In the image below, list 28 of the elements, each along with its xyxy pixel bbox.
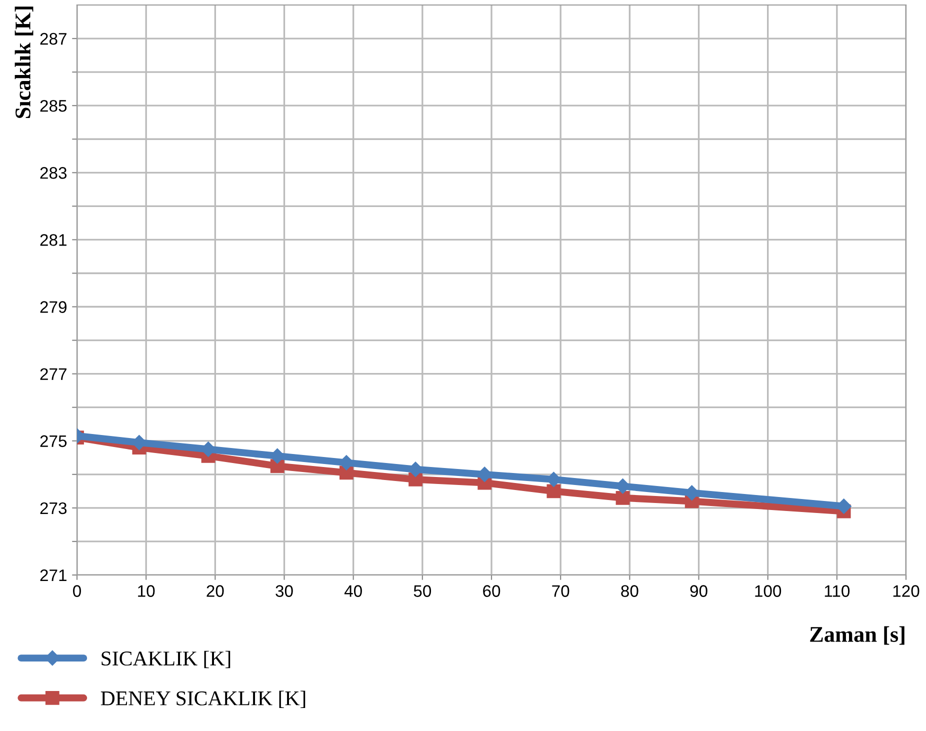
y-tick-label: 277 <box>40 368 66 380</box>
x-tick-label: 80 <box>621 585 638 597</box>
point <box>616 490 630 505</box>
x-tick-label: 120 <box>893 585 920 597</box>
x-tick-label: 90 <box>690 585 708 597</box>
y-axis-title: Sıcaklık [K] <box>14 6 34 118</box>
legend-label: DENEY SICAKLIK [K] <box>100 690 306 708</box>
x-tick-label: 10 <box>138 585 155 597</box>
y-tick-label: 273 <box>40 502 67 514</box>
y-tick-label: 279 <box>40 301 66 313</box>
x-tick-label: 20 <box>206 585 224 597</box>
y-tick-label: 275 <box>40 435 67 448</box>
y-tick-label: 285 <box>40 100 67 112</box>
x-tick-label: 60 <box>483 585 500 597</box>
x-tick-label: 100 <box>755 585 782 597</box>
x-tick-label: 70 <box>552 585 570 597</box>
x-tick-label: 0 <box>73 585 81 597</box>
y-tick-label: 287 <box>40 32 66 45</box>
legend-label: SICAKLIK [K] <box>102 650 230 668</box>
y-tick-label: 281 <box>40 234 66 246</box>
x-tick-label: 50 <box>414 585 432 597</box>
x-tick-label: 40 <box>344 585 362 597</box>
y-tick-label: 271 <box>40 569 66 582</box>
x-tick-label: 110 <box>824 585 850 597</box>
x-axis-title: Zaman [s] <box>810 626 904 645</box>
point <box>546 484 561 498</box>
y-tick-label: 283 <box>40 167 67 179</box>
x-tick-label: 30 <box>276 585 293 597</box>
